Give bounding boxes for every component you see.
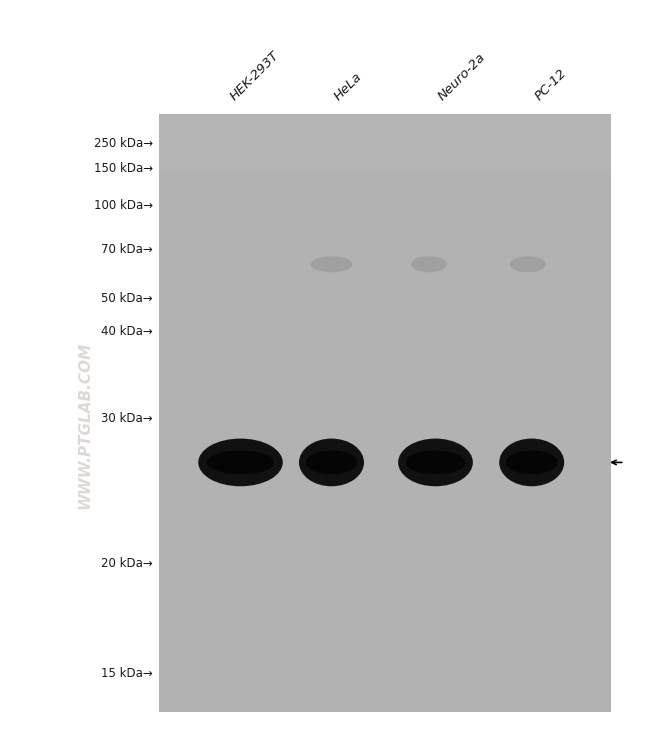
Text: 30 kDa→: 30 kDa→	[101, 412, 153, 425]
Ellipse shape	[198, 439, 283, 487]
Text: 150 kDa→: 150 kDa→	[94, 161, 153, 175]
Ellipse shape	[406, 451, 465, 474]
Text: HeLa: HeLa	[332, 70, 365, 103]
Text: WWW.PTGLAB.COM: WWW.PTGLAB.COM	[77, 342, 92, 509]
Ellipse shape	[299, 439, 364, 487]
Ellipse shape	[306, 451, 358, 474]
Ellipse shape	[506, 451, 558, 474]
Ellipse shape	[510, 256, 546, 272]
Text: 100 kDa→: 100 kDa→	[94, 199, 153, 212]
Text: 20 kDa→: 20 kDa→	[101, 557, 153, 570]
Text: 50 kDa→: 50 kDa→	[101, 291, 153, 305]
Text: Neuro-2a: Neuro-2a	[436, 50, 488, 103]
Bar	[159, 114, 611, 712]
Ellipse shape	[207, 451, 274, 474]
Text: PC-12: PC-12	[533, 66, 569, 103]
Text: 250 kDa→: 250 kDa→	[94, 137, 153, 150]
Ellipse shape	[398, 439, 473, 487]
Ellipse shape	[311, 256, 352, 272]
Text: 15 kDa→: 15 kDa→	[101, 667, 153, 680]
Ellipse shape	[499, 439, 564, 487]
Text: HEK-293T: HEK-293T	[227, 48, 281, 103]
Text: 70 kDa→: 70 kDa→	[101, 243, 153, 256]
Bar	[159, 114, 611, 172]
Ellipse shape	[411, 256, 447, 272]
Text: 40 kDa→: 40 kDa→	[101, 325, 153, 338]
